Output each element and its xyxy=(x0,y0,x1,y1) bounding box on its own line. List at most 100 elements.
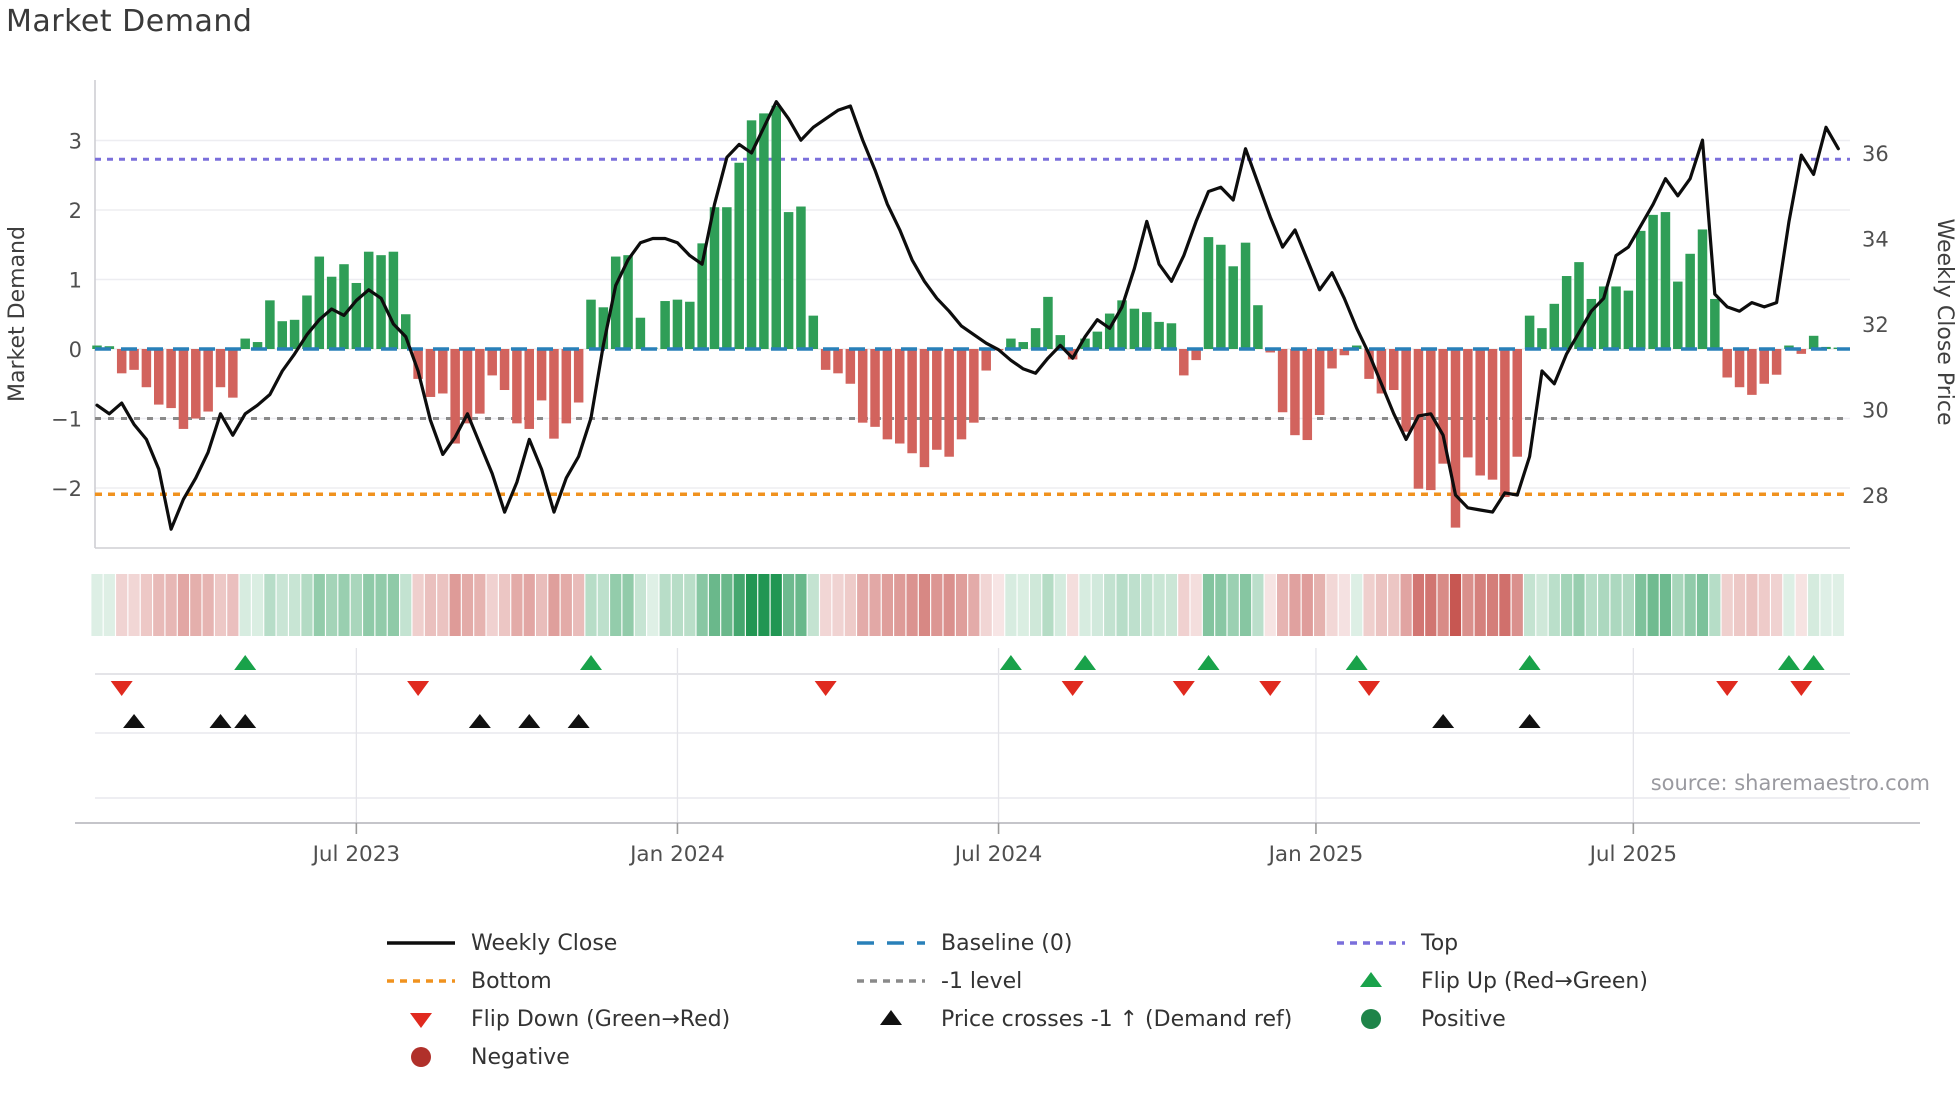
demand-bar xyxy=(1438,349,1448,464)
demand-bar xyxy=(635,317,646,349)
demand-bar xyxy=(1253,305,1263,349)
heatmap-cell xyxy=(1326,574,1338,636)
demand-bar xyxy=(1771,349,1782,375)
heatmap-cell xyxy=(1499,574,1511,636)
heatmap-cell xyxy=(227,574,239,636)
demand-bar xyxy=(1327,349,1337,369)
demand-bar xyxy=(1673,281,1683,349)
demand-bar xyxy=(228,349,238,398)
flip-up-icon xyxy=(1074,655,1096,670)
flip-up-icon xyxy=(1518,655,1541,670)
price-cross-icon xyxy=(567,714,590,728)
svg-text:36: 36 xyxy=(1862,142,1889,166)
demand-bar xyxy=(1500,349,1510,498)
demand-bar xyxy=(462,349,473,424)
demand-bar xyxy=(685,301,695,349)
heatmap-cell xyxy=(918,574,931,636)
heatmap-cell xyxy=(177,574,190,636)
demand-bar xyxy=(1710,298,1720,349)
right-axis-label: Weekly Close Price xyxy=(1932,219,1957,426)
heatmap-cell xyxy=(1511,574,1523,636)
heatmap-cell xyxy=(1709,574,1721,636)
heatmap-cell xyxy=(363,574,375,636)
weekly-close-line xyxy=(95,100,1840,531)
flip-down-icon xyxy=(1172,681,1195,696)
heatmap-cell xyxy=(585,574,597,636)
heatmap-cell xyxy=(1252,574,1264,636)
heatmap-cell xyxy=(1585,574,1597,636)
heatmap-cell xyxy=(1227,574,1239,636)
demand-bar xyxy=(1043,296,1053,349)
demand-bar xyxy=(1290,349,1300,436)
heatmap-cell xyxy=(770,574,782,636)
demand-bar xyxy=(932,349,942,450)
flip-down-icon xyxy=(1358,681,1381,696)
heatmap-cell xyxy=(1684,574,1696,636)
heatmap-cell xyxy=(103,574,115,636)
heatmap-cell xyxy=(1548,574,1560,636)
demand-bar xyxy=(1067,349,1078,360)
price-cross-markers xyxy=(123,714,1541,728)
demand-bar xyxy=(1166,323,1177,349)
demand-bar xyxy=(129,349,139,370)
demand-bar xyxy=(746,120,757,349)
heatmap-cell xyxy=(1832,574,1844,636)
demand-bar xyxy=(573,349,584,403)
heatmap-cell xyxy=(634,574,646,636)
x-tick-label: Jul 2023 xyxy=(311,842,401,867)
heatmap-cell xyxy=(1808,574,1820,636)
heatmap-cell xyxy=(1820,574,1832,636)
heatmap-cell xyxy=(721,574,733,636)
demand-bar xyxy=(1364,349,1374,379)
heatmap-cell xyxy=(1412,574,1425,636)
heatmap-cell xyxy=(597,574,609,636)
heatmap-cell xyxy=(523,574,535,636)
flip-up-icon xyxy=(1802,655,1825,670)
demand-bar xyxy=(1796,349,1807,354)
source-credit: source: sharemaestro.com xyxy=(1650,771,1930,795)
heatmap-cell xyxy=(313,574,325,636)
heatmap-cell xyxy=(91,574,103,636)
heatmap-cell xyxy=(375,574,387,636)
demand-bar xyxy=(413,349,423,379)
heatmap-cell xyxy=(400,574,412,636)
heatmap-cell xyxy=(536,574,548,636)
heatmap-cell xyxy=(795,574,807,636)
demand-bar xyxy=(512,349,522,424)
demand-bar xyxy=(1734,349,1745,388)
heatmap-cell xyxy=(326,574,338,636)
heatmap-cell xyxy=(968,574,980,636)
heatmap-cell xyxy=(165,574,177,636)
demand-bar xyxy=(771,105,781,349)
right-axis: 36 34 32 30 28 Weekly Close Price xyxy=(1862,142,1957,508)
flip-down-icon xyxy=(1259,681,1282,696)
demand-bar xyxy=(1747,349,1757,395)
heatmap-cell xyxy=(1277,574,1289,636)
demand-bar xyxy=(215,349,226,388)
demand-bar xyxy=(1611,286,1621,349)
demand-bar xyxy=(166,349,176,409)
demand-bar xyxy=(425,349,436,397)
demand-bar xyxy=(697,243,707,349)
demand-bar xyxy=(709,207,720,349)
heatmap-cell xyxy=(1005,574,1017,636)
heatmap-cell xyxy=(412,574,424,636)
heatmap-cell xyxy=(1561,574,1573,636)
heatmap-cell xyxy=(1153,574,1165,636)
demand-bar xyxy=(1426,349,1436,491)
heatmap-cell xyxy=(573,574,585,636)
x-tick-label: Jan 2025 xyxy=(1267,842,1364,867)
heatmap-cell xyxy=(1696,574,1709,636)
demand-bar xyxy=(450,349,460,444)
demand-bar xyxy=(1191,349,1201,361)
heatmap-cell xyxy=(1190,574,1202,636)
demand-bar xyxy=(499,349,510,391)
x-tick-label: Jul 2025 xyxy=(1588,842,1678,867)
demand-bar xyxy=(1104,313,1115,349)
price-cross-icon xyxy=(1518,714,1541,728)
demand-bar xyxy=(1142,312,1152,349)
heatmap-cell xyxy=(1795,574,1807,636)
demand-bar xyxy=(314,256,325,349)
heatmap-cell xyxy=(1647,574,1659,636)
demand-bar xyxy=(487,349,497,376)
